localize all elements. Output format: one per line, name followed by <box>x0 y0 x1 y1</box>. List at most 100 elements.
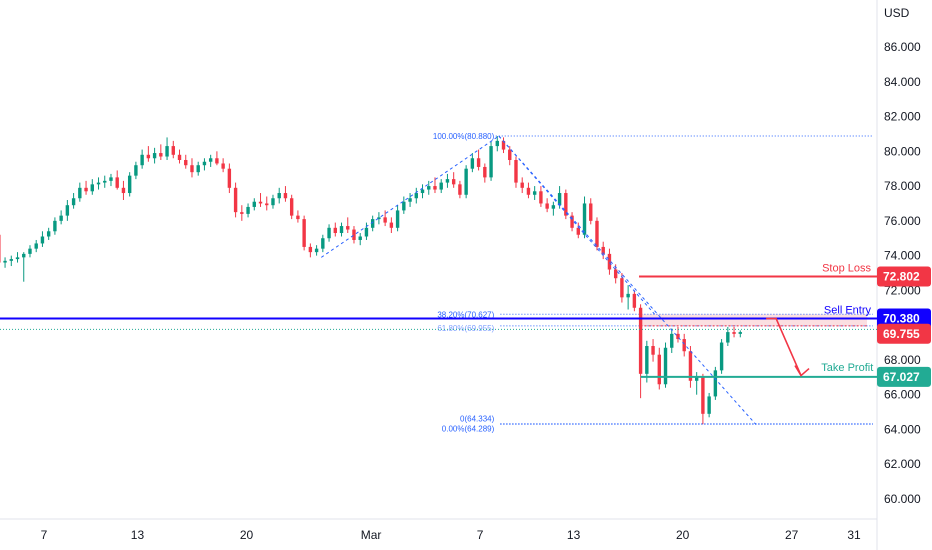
candle-body <box>46 231 51 237</box>
fib-61-label: 61.80%(69.955) <box>437 324 494 333</box>
price-axis[interactable]: 86.000 84.000 82.000 80.000 78.000 76.000 74.0… <box>884 40 921 506</box>
candle-body <box>0 234 1 263</box>
candle-body <box>346 226 350 230</box>
y-tick-label: 68.000 <box>884 353 921 367</box>
candle-body <box>613 269 618 279</box>
candle-body <box>694 377 699 381</box>
current-price-badge: 69.755 <box>877 323 931 344</box>
time-axis[interactable]: 7 13 20 Mar 7 13 20 27 31 <box>41 528 861 542</box>
fib-100-label: 100.00%(80.880) <box>433 132 495 141</box>
candle-body <box>526 187 531 195</box>
candle-body <box>221 163 225 169</box>
y-tick-label: 74.000 <box>884 249 921 263</box>
candle-body <box>476 158 481 167</box>
fib-0-alt-label: 0(64.334) <box>460 415 495 424</box>
candle-body <box>321 238 325 249</box>
fib-0-label: 0.00%(64.289) <box>442 424 495 433</box>
x-tick-label: 13 <box>131 528 145 542</box>
candle-body <box>333 227 337 234</box>
candle-body <box>389 222 394 228</box>
plot-area <box>0 0 877 519</box>
y-tick-label: 78.000 <box>884 179 921 193</box>
candle-body <box>395 210 400 228</box>
candle-body <box>159 153 163 157</box>
candle-body <box>184 160 188 166</box>
candle-body <box>495 140 499 147</box>
x-tick-label: 7 <box>477 528 484 542</box>
candle-body <box>632 293 637 308</box>
candle-body <box>589 203 593 221</box>
candle-body <box>383 217 387 223</box>
candle-body <box>670 333 674 348</box>
candle-body <box>208 158 213 162</box>
candle-body <box>732 332 736 334</box>
candle-body <box>464 168 468 195</box>
candle-body <box>645 346 649 374</box>
candle-body <box>121 187 126 194</box>
candle-body <box>489 146 493 178</box>
projected-path-arrow <box>766 317 802 376</box>
take-profit-value: 67.027 <box>883 370 920 384</box>
x-tick-label: 20 <box>240 528 254 542</box>
currency-label: USD <box>884 6 910 20</box>
candle-body <box>713 370 718 397</box>
fib-38-label: 38.20%(70.627) <box>437 310 494 319</box>
candle-body <box>620 278 624 298</box>
candle-body <box>557 193 562 206</box>
fibonacci-lines <box>495 135 873 425</box>
candle-body <box>719 342 724 371</box>
candle-body <box>271 198 275 206</box>
current-price-value: 69.755 <box>883 327 920 341</box>
candle-body <box>445 179 450 183</box>
sell-entry-label: Sell Entry <box>824 305 872 317</box>
fib-resistance-zone <box>640 314 867 326</box>
candle-body <box>9 259 13 261</box>
candle-body <box>414 193 418 199</box>
candle-body <box>439 182 443 190</box>
candle-body <box>53 220 57 232</box>
candle-body <box>96 182 101 185</box>
candle-body <box>177 154 182 160</box>
candle-body <box>539 191 543 204</box>
candle-body <box>103 180 107 183</box>
candle-body <box>246 206 250 214</box>
candle-body <box>252 201 256 207</box>
candle-body <box>308 246 313 253</box>
candle-body <box>134 165 138 176</box>
candle-body <box>258 201 263 204</box>
candle-body <box>545 203 549 209</box>
candle-body <box>71 198 76 206</box>
candle-body <box>576 227 580 235</box>
candle-body <box>377 217 381 220</box>
candle-body <box>570 215 574 228</box>
take-profit-badge: 67.027 <box>877 366 931 387</box>
candle-body <box>427 186 431 190</box>
candle-body <box>676 333 680 340</box>
candle-body <box>352 229 356 240</box>
candle-body <box>501 140 506 150</box>
candle-body <box>433 186 437 190</box>
candle-body <box>370 219 375 228</box>
y-tick-label: 84.000 <box>884 75 921 89</box>
candle-body <box>40 236 45 244</box>
candle-body <box>483 166 487 178</box>
candle-body <box>682 339 686 352</box>
y-tick-label: 64.000 <box>884 422 921 436</box>
fib-trend-line <box>498 135 757 425</box>
candle-body <box>451 179 456 185</box>
candle-body <box>152 153 157 159</box>
stop-loss-value: 72.802 <box>883 269 920 283</box>
candle-body <box>127 175 132 194</box>
y-tick-label: 86.000 <box>884 40 921 54</box>
candle-body <box>265 203 269 206</box>
candle-body <box>3 260 7 263</box>
candle-body <box>651 346 655 355</box>
candle-body <box>532 191 537 195</box>
take-profit-label: Take Profit <box>821 362 873 374</box>
candle-body <box>190 165 194 173</box>
candle-body <box>420 189 425 194</box>
y-tick-label: 80.000 <box>884 144 921 158</box>
x-tick-label: 31 <box>847 528 861 542</box>
candle-body <box>582 203 587 235</box>
